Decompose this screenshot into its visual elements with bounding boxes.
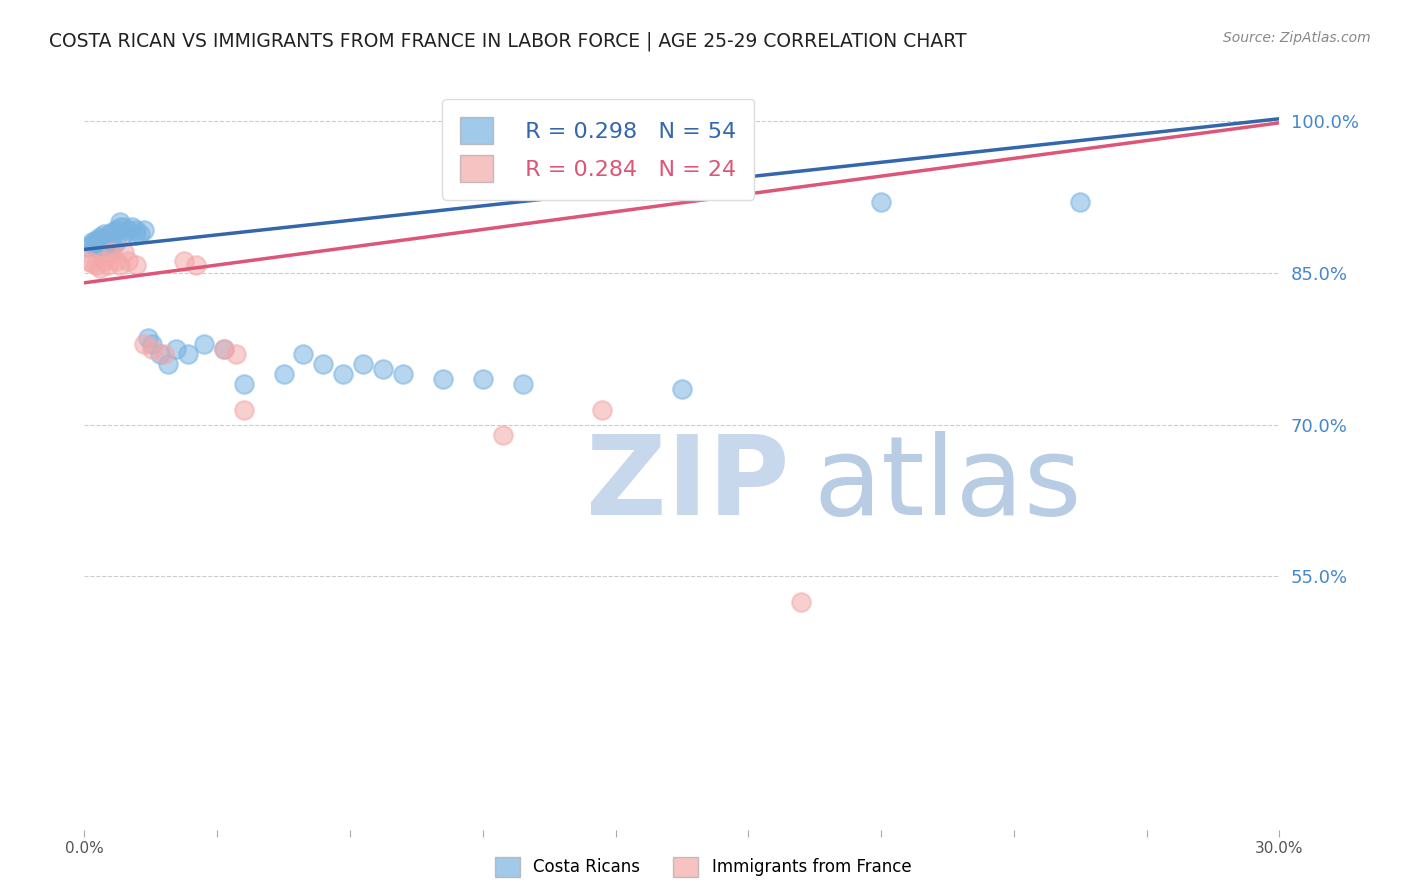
Point (89, 230, 111, 244)
Point (82, 255, 104, 269)
Point (110, 220, 132, 235)
Point (432, 372, 454, 386)
Point (89, 260, 111, 275)
Point (89, 235, 111, 250)
Point (225, 346, 247, 360)
Point (93, 233, 115, 247)
Point (184, 258, 207, 272)
Point (112, 220, 135, 235)
Point (153, 346, 176, 360)
Point (93, 240, 115, 254)
Point (193, 336, 215, 351)
Point (97, 238, 120, 252)
Point (141, 336, 163, 351)
Point (232, 403, 254, 417)
Point (82, 235, 104, 250)
Legend:   R = 0.298   N = 54,   R = 0.284   N = 24: R = 0.298 N = 54, R = 0.284 N = 24 (443, 99, 754, 200)
Point (273, 367, 295, 381)
Point (86, 237, 108, 252)
Point (136, 331, 159, 345)
Point (105, 235, 128, 250)
Point (101, 240, 124, 254)
Point (512, 377, 534, 392)
Point (332, 367, 354, 381)
Point (121, 220, 143, 235)
Point (165, 342, 187, 356)
Point (112, 245, 135, 260)
Point (671, 119, 693, 133)
Point (373, 362, 395, 376)
Point (125, 228, 148, 243)
Point (93, 237, 115, 252)
Point (312, 357, 335, 371)
Point (110, 215, 132, 229)
Point (89, 238, 111, 252)
Point (129, 227, 152, 242)
Point (86, 233, 108, 247)
Point (77, 240, 100, 254)
Point (173, 253, 195, 268)
Text: COSTA RICAN VS IMMIGRANTS FROM FRANCE IN LABOR FORCE | AGE 25-29 CORRELATION CHA: COSTA RICAN VS IMMIGRANTS FROM FRANCE IN… (49, 31, 967, 51)
Point (89, 232, 111, 246)
Point (292, 346, 315, 360)
Point (232, 377, 254, 392)
Legend: Costa Ricans, Immigrants from France: Costa Ricans, Immigrants from France (488, 850, 918, 884)
Point (93, 227, 115, 242)
Point (125, 258, 148, 272)
Point (101, 245, 124, 260)
Point (86, 240, 108, 254)
Point (212, 342, 235, 356)
Point (149, 346, 172, 360)
Point (132, 223, 156, 237)
Point (471, 372, 494, 386)
Point (117, 253, 139, 268)
Point (105, 223, 128, 237)
Point (110, 258, 132, 272)
Point (870, 194, 893, 209)
Point (97, 258, 120, 272)
Point (671, 382, 693, 396)
Point (101, 233, 124, 247)
Point (212, 342, 235, 356)
Point (177, 346, 200, 360)
Text: Source: ZipAtlas.com: Source: ZipAtlas.com (1223, 31, 1371, 45)
Point (97, 235, 120, 250)
Point (97, 228, 120, 243)
Point (157, 357, 180, 371)
Point (132, 336, 156, 351)
Point (352, 357, 374, 371)
Point (141, 342, 163, 356)
Point (93, 253, 115, 268)
Point (1069, 194, 1091, 209)
Point (125, 223, 148, 237)
Point (117, 223, 139, 237)
Point (77, 253, 100, 268)
Point (492, 427, 515, 442)
Point (101, 225, 124, 239)
Point (112, 227, 135, 242)
Point (82, 237, 104, 252)
Point (86, 258, 108, 272)
Point (790, 595, 813, 609)
Point (105, 253, 128, 268)
Text: ZIP: ZIP (586, 432, 790, 539)
Point (392, 367, 415, 381)
Text: atlas: atlas (814, 432, 1081, 539)
Point (591, 403, 613, 417)
